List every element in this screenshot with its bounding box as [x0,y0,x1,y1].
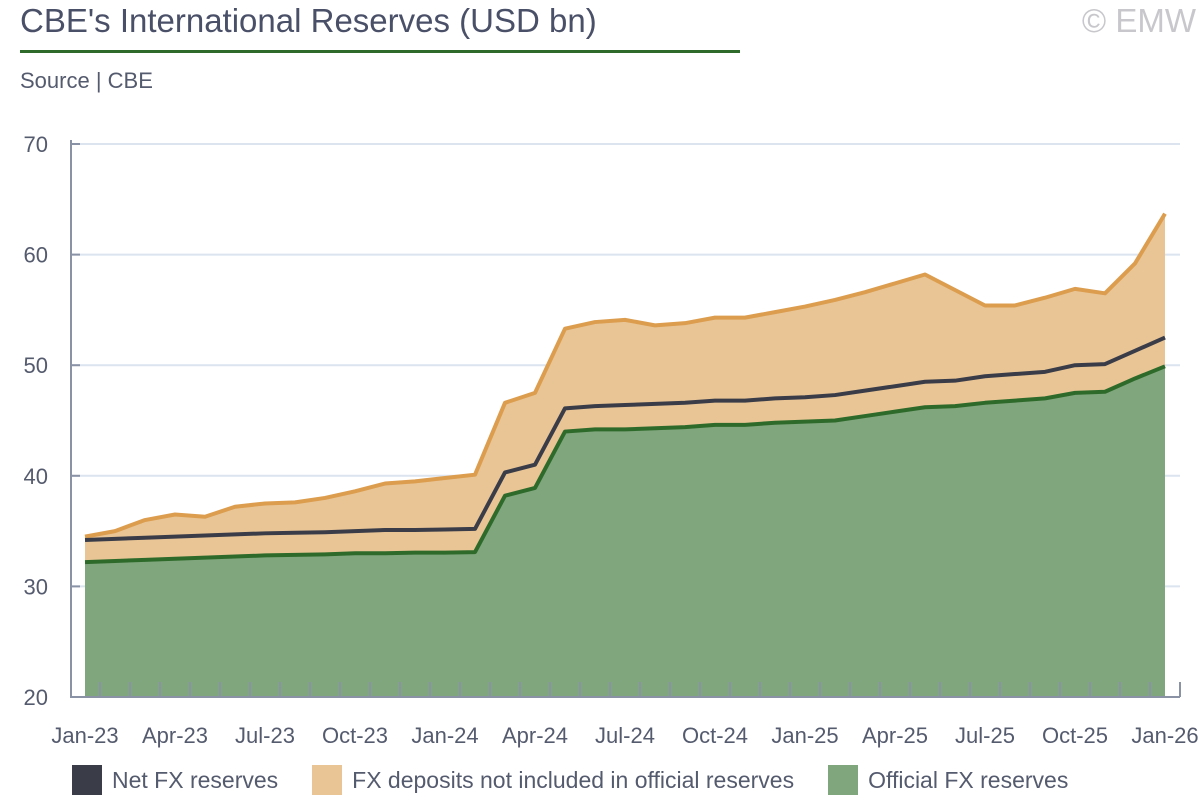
y-tick-label: 50 [24,353,48,378]
x-tick-label: Jan-25 [771,723,838,748]
source-label: Source | CBE [20,68,153,93]
legend-swatch [828,765,859,795]
legend-label: FX deposits not included in official res… [352,766,795,793]
x-tick-label: Apr-24 [502,723,568,748]
legend-label: Official FX reserves [868,766,1069,793]
chart-title: CBE's International Reserves (USD bn) [20,2,597,39]
y-tick-label: 60 [24,243,48,268]
line-net-fx [84,335,1166,542]
legend-swatch [72,765,102,795]
y-tick-label: 70 [24,132,48,157]
y-tick-label: 30 [24,574,48,599]
legend-item-deposits: FX deposits not included in official res… [312,765,794,795]
x-tick-label: Oct-25 [1042,723,1108,748]
copyright: © EMW [1081,2,1196,39]
title-underline [20,50,740,53]
x-tick-label: Jan-24 [411,723,478,748]
line-official-fx [84,364,1166,565]
x-tick-label: Apr-25 [862,723,928,748]
x-tick-label: Oct-24 [682,723,748,748]
x-tick-label: Jul-23 [235,723,295,748]
legend-label: Net FX reserves [112,766,279,793]
x-tick-label: Jul-25 [955,723,1015,748]
x-tick-label: Jan-23 [51,723,118,748]
y-tick-label: 20 [24,685,48,710]
area-deposits [85,213,1165,563]
x-tick-label: Jan-26 [1131,723,1198,748]
x-tick-label: Apr-23 [142,723,208,748]
x-tick-label: Jul-24 [595,723,655,748]
x-tick-label: Oct-23 [322,723,388,748]
area-official [85,366,1165,697]
legend-swatch [312,765,343,795]
legend-item-net: Net FX reserves [72,765,278,795]
y-tick-label: 40 [24,464,48,489]
legend: Net FX reserves FX deposits not included… [72,765,1068,795]
line-deposits-total [84,212,1167,539]
legend-item-official: Official FX reserves [828,765,1068,795]
